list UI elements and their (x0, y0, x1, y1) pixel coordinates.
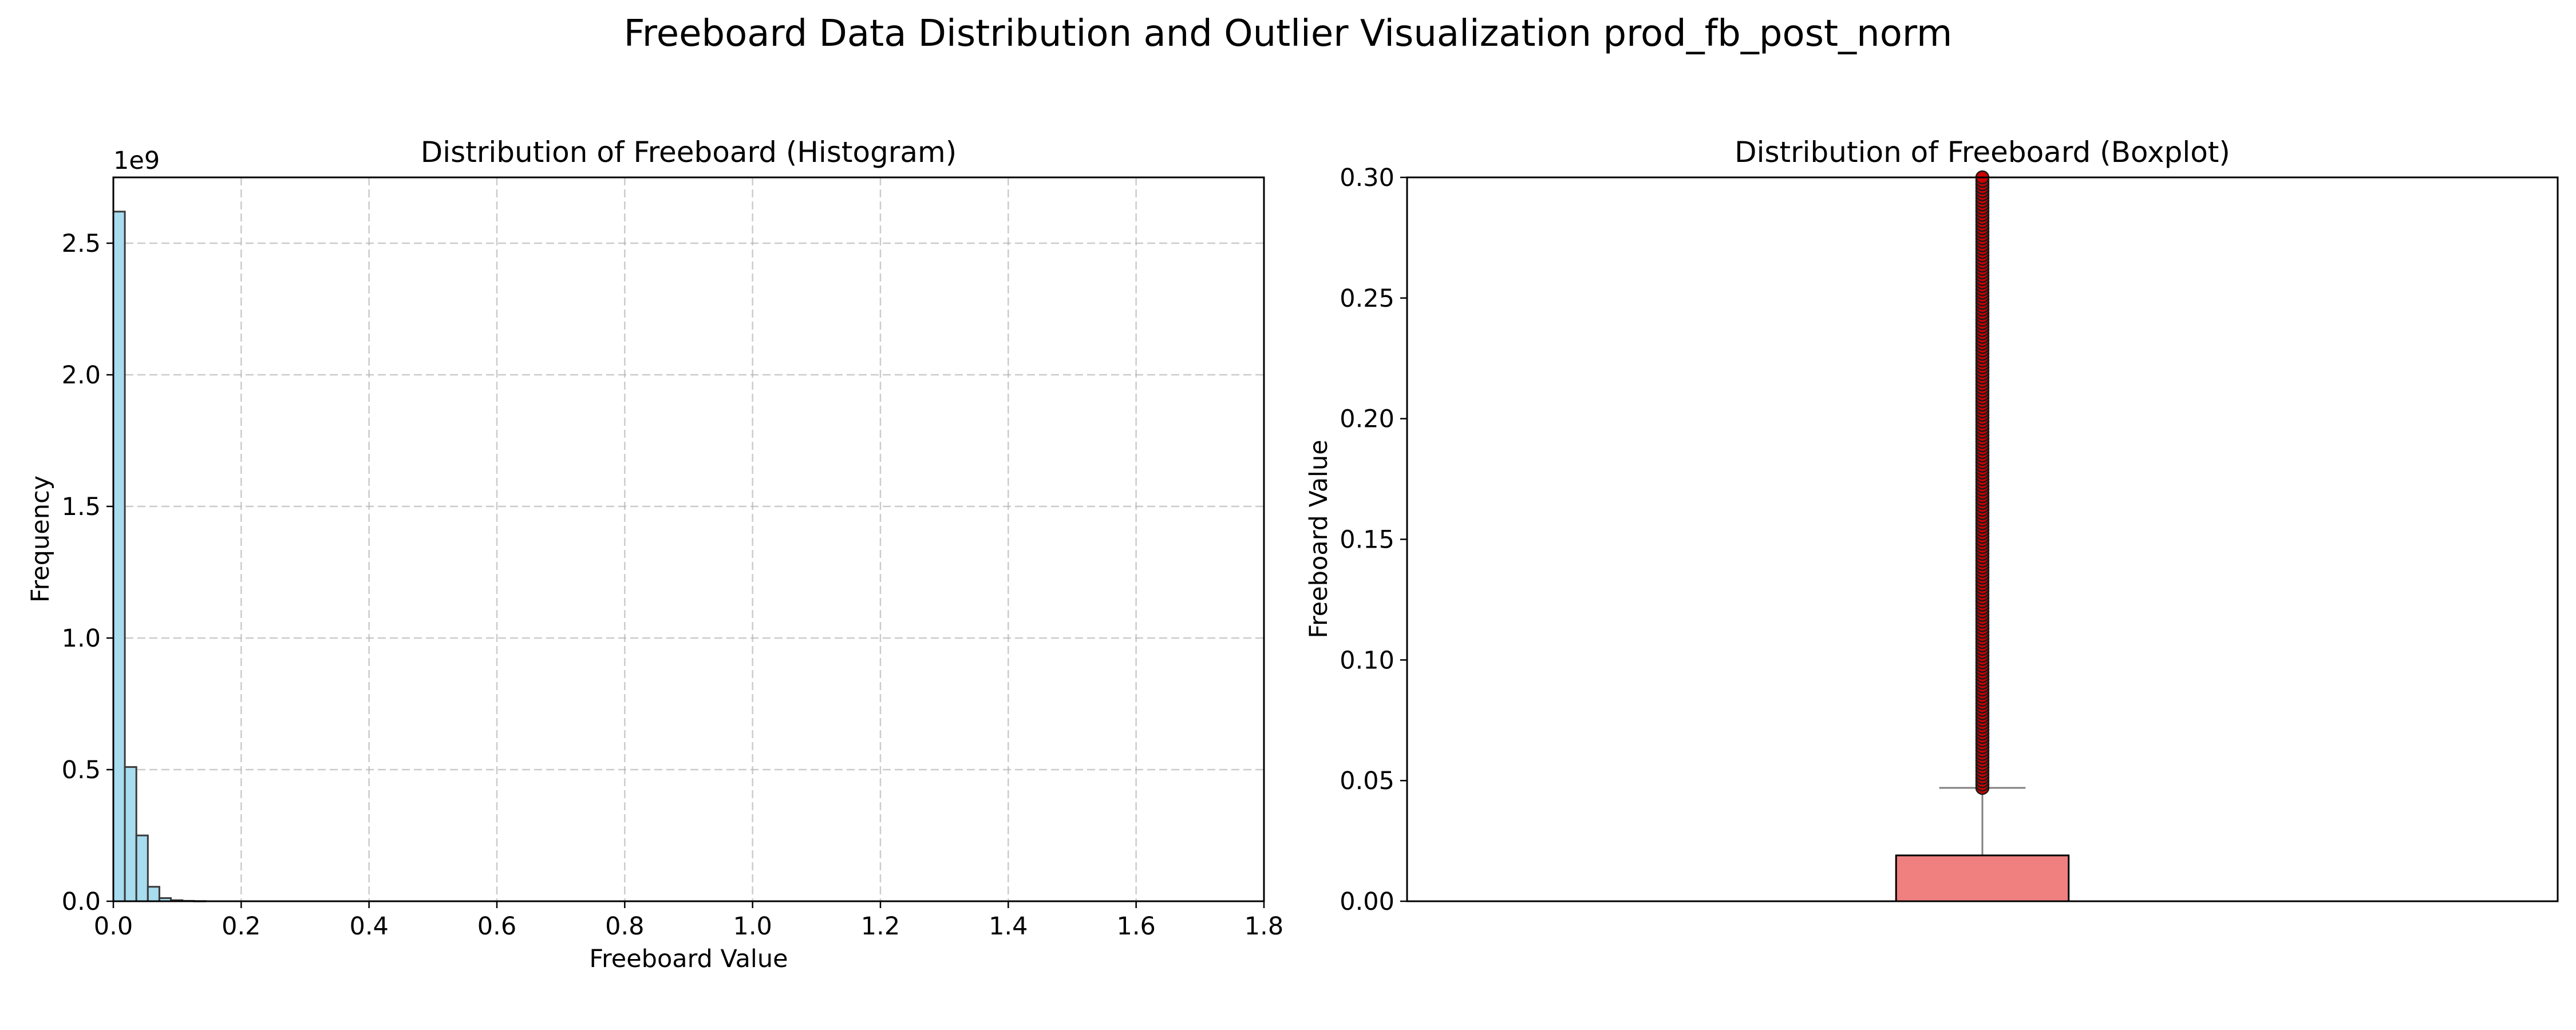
histogram-y-tick-label: 2.0 (62, 361, 101, 390)
histogram-x-ticks: 0.0 0.2 0.4 0.6 0.8 1.0 1.2 1.4 1.6 1.8 (94, 901, 1283, 941)
histogram-x-tick-label: 0.8 (605, 912, 644, 941)
histogram-x-tick-label: 1.6 (1116, 912, 1155, 941)
histogram-y-ticks: 0.0 0.5 1.0 1.5 2.0 2.5 (62, 229, 113, 916)
histogram-y-axis-label: Frequency (26, 476, 55, 603)
boxplot-title: Distribution of Freeboard (Boxplot) (1735, 136, 2230, 169)
histogram-bar (124, 766, 137, 902)
boxplot-y-tick-label: 0.10 (1340, 646, 1394, 675)
figure-title: Freeboard Data Distribution and Outlier … (624, 13, 1953, 55)
histogram-y-tick-label: 1.5 (62, 493, 101, 521)
histogram-y-tick-label: 0.0 (62, 888, 101, 916)
histogram-y-offset: 1e9 (113, 146, 160, 175)
histogram-frame (112, 176, 1265, 902)
boxplot-y-tick-label: 0.25 (1340, 284, 1394, 313)
histogram-x-tick-label: 1.4 (989, 912, 1028, 941)
boxplot-y-tick-label: 0.00 (1340, 888, 1394, 916)
histogram-x-tick-label: 0.6 (477, 912, 516, 941)
histogram-grid (113, 177, 1264, 901)
boxplot-y-tick-label: 0.30 (1340, 164, 1394, 192)
boxplot-outliers (1975, 170, 1990, 795)
histogram-y-tick-label: 1.0 (62, 624, 101, 653)
histogram-x-tick-label: 1.0 (733, 912, 772, 941)
boxplot-body (1895, 170, 2070, 902)
boxplot-box (1895, 854, 2070, 902)
boxplot-y-axis-label: Freeboard Value (1305, 439, 1333, 638)
histogram-bar (147, 886, 160, 902)
boxplot-y-ticks: 0.00 0.05 0.10 0.15 0.20 0.25 0.30 (1340, 164, 1407, 916)
boxplot-y-tick-label: 0.05 (1340, 767, 1394, 795)
histogram-y-tick-label: 2.5 (62, 229, 101, 258)
boxplot-y-tick-label: 0.20 (1340, 405, 1394, 434)
histogram-x-axis-label: Freeboard Value (589, 945, 788, 973)
histogram-x-tick-label: 0.2 (222, 912, 260, 941)
histogram-bars (112, 211, 207, 902)
histogram-bar (112, 211, 126, 902)
histogram-title: Distribution of Freeboard (Histogram) (421, 136, 957, 169)
histogram-x-tick-label: 1.2 (861, 912, 900, 941)
histogram-x-tick-label: 1.8 (1244, 912, 1283, 941)
histogram-bar (135, 834, 149, 902)
histogram-x-tick-label: 0.0 (94, 912, 133, 941)
histogram-panel: Distribution of Freeboard (Histogram) 0.… (26, 136, 1283, 973)
histogram-x-tick-label: 0.4 (349, 912, 388, 941)
histogram-y-tick-label: 0.5 (62, 756, 101, 785)
boxplot-y-tick-label: 0.15 (1340, 526, 1394, 554)
boxplot-panel: Distribution of Freeboard (Boxplot) 0.00… (1305, 136, 2559, 916)
